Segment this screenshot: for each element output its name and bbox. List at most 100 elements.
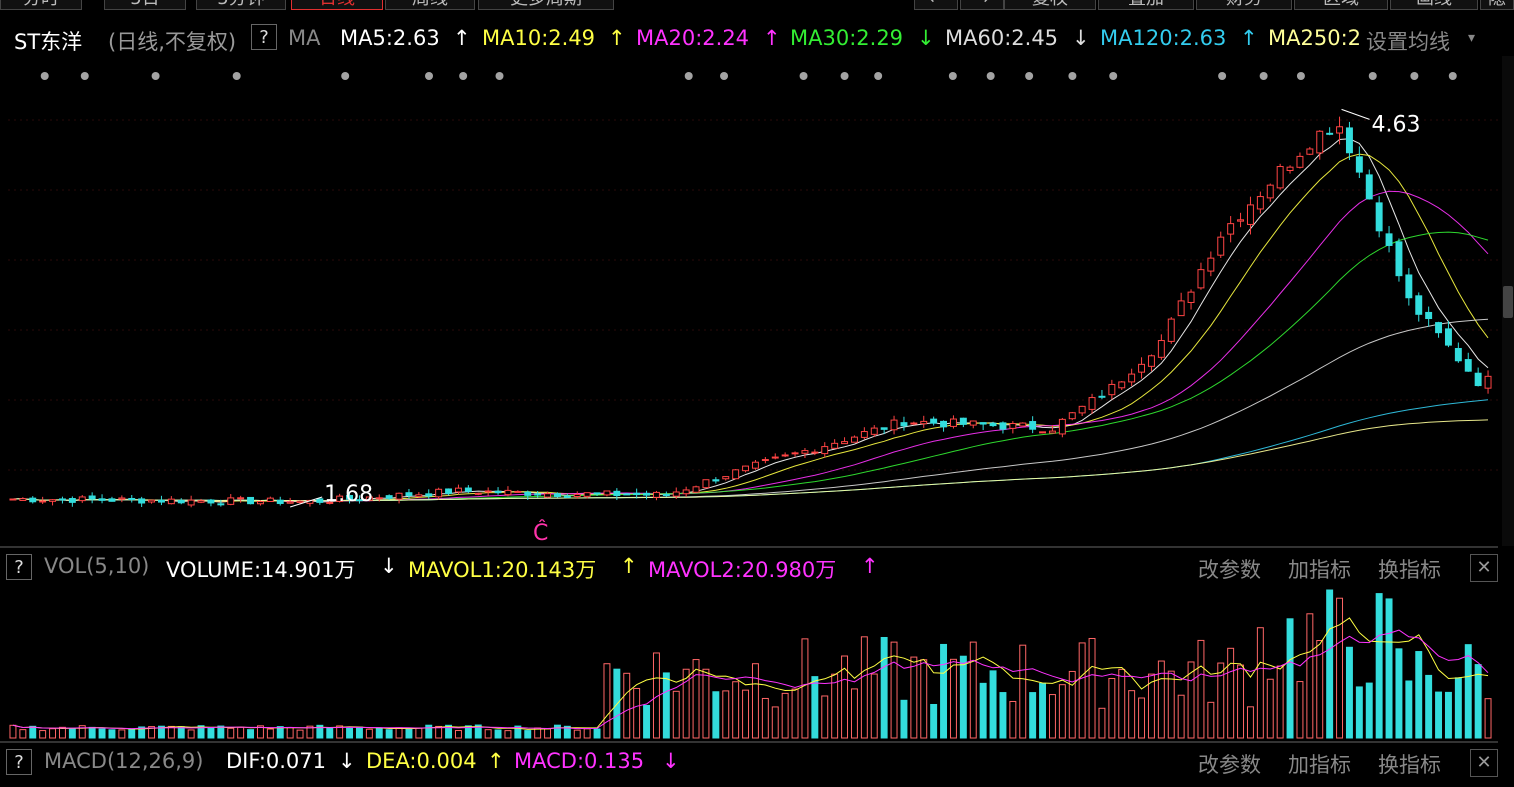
candle-body-62 xyxy=(623,493,631,496)
volume-bar-71 xyxy=(712,691,720,739)
candle-body-121 xyxy=(1207,257,1215,272)
candle-body-19 xyxy=(197,500,205,503)
volume-bar-142 xyxy=(1415,651,1423,739)
tab-2[interactable]: 5分钟 xyxy=(196,0,286,10)
volume-bar-47 xyxy=(474,724,482,739)
chevron-down-icon[interactable]: ▾ xyxy=(1468,30,1476,46)
vol-switch-indicator-button[interactable]: 换指标 xyxy=(1378,558,1441,582)
volume-bar-99 xyxy=(989,670,997,739)
candle-body-87 xyxy=(870,427,878,435)
candle-body-88 xyxy=(880,427,888,430)
tab-9[interactable]: 叠加 xyxy=(1098,0,1194,10)
candle-body-60 xyxy=(603,490,611,496)
macd-switch-indicator-button[interactable]: 换指标 xyxy=(1378,753,1441,777)
vol-add-indicator-button[interactable]: 加指标 xyxy=(1288,558,1351,582)
mavol1-arrow: ↑ xyxy=(620,554,638,578)
vol-help-button[interactable]: ? xyxy=(6,554,32,580)
event-marker-5 xyxy=(232,72,241,80)
candle-body-44 xyxy=(445,488,453,494)
macd-add-indicator-button[interactable]: 加指标 xyxy=(1288,753,1351,777)
candle-body-148 xyxy=(1474,372,1482,387)
volume-bar-72 xyxy=(722,690,730,739)
volume-bar-34 xyxy=(346,727,354,739)
vol-modify-params-button[interactable]: 改参数 xyxy=(1198,558,1261,582)
volume-bar-103 xyxy=(1029,692,1037,739)
volume-bar-44 xyxy=(445,724,453,739)
candle-body-47 xyxy=(474,492,482,495)
tab-4[interactable]: 周线 xyxy=(385,0,475,10)
ma60-value: MA60:2.45 xyxy=(945,26,1059,50)
mavol2-value: MAVOL2:20.980万 xyxy=(648,558,837,582)
candle-body-134 xyxy=(1336,126,1344,134)
macd-value: MACD:0.135 xyxy=(514,749,645,773)
help-button[interactable]: ? xyxy=(251,24,277,50)
event-marker-36 xyxy=(1410,72,1419,80)
volume-bar-81 xyxy=(811,676,819,739)
c-marker: Ĉ xyxy=(533,520,548,546)
volume-bar-19 xyxy=(197,725,205,739)
mavol2-line xyxy=(12,629,1489,730)
volume-bar-14 xyxy=(148,726,156,739)
ma-settings-button[interactable]: 设置均线 xyxy=(1366,30,1450,54)
macd-modify-params-button[interactable]: 改参数 xyxy=(1198,753,1261,777)
volume-bar-60 xyxy=(603,663,611,739)
volume-bar-87 xyxy=(870,673,878,739)
low-label: 1.68 xyxy=(324,482,373,507)
tab-3[interactable]: 日线 xyxy=(291,0,383,10)
tab-5[interactable]: 更多周期 xyxy=(478,0,614,10)
ma60-arrow: ↓ xyxy=(1072,26,1090,50)
candle-body-108 xyxy=(1078,405,1086,414)
volume-bar-51 xyxy=(514,725,522,739)
volume-bar-39 xyxy=(395,727,403,739)
candle-body-11 xyxy=(118,497,126,500)
scrollbar-thumb[interactable] xyxy=(1503,286,1513,318)
candle-body-135 xyxy=(1345,127,1353,154)
tab-12[interactable]: 画线 xyxy=(1390,0,1478,10)
volume-bar-107 xyxy=(1068,670,1076,739)
volume-bar-118 xyxy=(1177,694,1185,739)
candle-body-13 xyxy=(138,498,146,504)
macd-close-icon[interactable]: ✕ xyxy=(1470,749,1498,777)
volume-bar-31 xyxy=(316,724,324,739)
tab-8[interactable]: 复权 xyxy=(1004,0,1096,10)
candle-body-6 xyxy=(68,498,76,503)
tab-0[interactable]: 分时 xyxy=(0,0,82,10)
tab-11[interactable]: 区域 xyxy=(1294,0,1388,10)
event-marker-3 xyxy=(151,72,160,80)
volume-bar-32 xyxy=(326,727,334,739)
candle-body-39 xyxy=(395,492,403,500)
candle-body-116 xyxy=(1157,340,1165,358)
ma20-arrow: ↑ xyxy=(763,26,781,50)
tab-1[interactable]: 5日 xyxy=(104,0,186,10)
macd-indicator-name: MACD(12,26,9) xyxy=(44,749,204,773)
candle-body-14 xyxy=(148,499,156,503)
volume-bar-114 xyxy=(1138,697,1146,739)
vol-close-icon[interactable]: ✕ xyxy=(1470,554,1498,582)
candle-body-139 xyxy=(1385,233,1393,246)
candle-body-117 xyxy=(1167,318,1175,342)
candle-body-111 xyxy=(1108,383,1116,396)
candle-body-40 xyxy=(405,492,413,497)
volume-bar-10 xyxy=(108,729,116,739)
volume-bar-125 xyxy=(1246,706,1254,739)
volume-bar-11 xyxy=(118,729,126,739)
tab-6[interactable]: ← xyxy=(914,0,958,10)
candle-body-83 xyxy=(831,442,839,449)
tab-7[interactable]: → xyxy=(960,0,1004,10)
volume-bar-97 xyxy=(969,641,977,739)
macd-help-button[interactable]: ? xyxy=(6,749,32,775)
candle-body-67 xyxy=(672,491,680,497)
volume-bar-16 xyxy=(167,725,175,739)
candle-body-81 xyxy=(811,451,819,454)
candle-body-79 xyxy=(791,452,799,455)
volume-bar-139 xyxy=(1385,598,1393,739)
ma20-value: MA20:2.24 xyxy=(636,26,750,50)
volume-bar-95 xyxy=(949,658,957,739)
candle-body-43 xyxy=(435,488,443,498)
volume-bar-25 xyxy=(256,725,264,739)
candle-body-33 xyxy=(336,495,344,502)
tab-10[interactable]: 财务 xyxy=(1196,0,1292,10)
volume-bar-6 xyxy=(68,728,76,739)
event-marker-20 xyxy=(799,72,808,80)
mavol1-line xyxy=(12,617,1489,730)
